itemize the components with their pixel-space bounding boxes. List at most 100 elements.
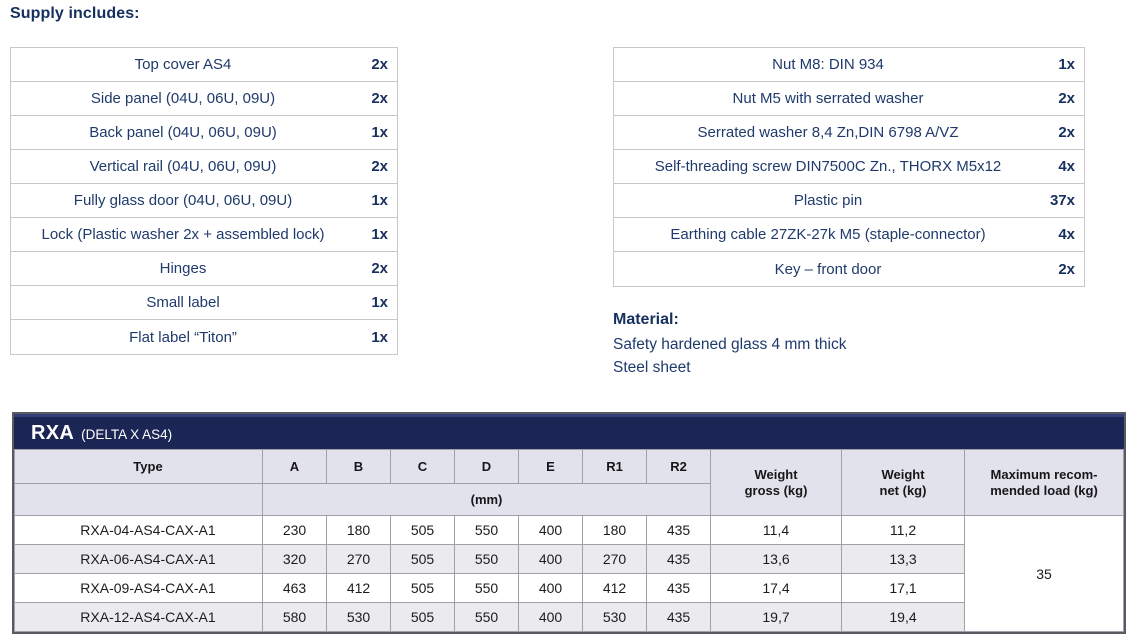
- supply-item-qty: 1x: [371, 226, 388, 243]
- supply-row: Hinges 2x: [11, 252, 397, 286]
- spec-title: RXA: [31, 421, 75, 444]
- supply-row: Serrated washer 8,4 Zn,DIN 6798 A/VZ 2x: [614, 116, 1084, 150]
- supply-row: Earthing cable 27ZK-27k M5 (staple-conne…: [614, 218, 1084, 252]
- spec-dim-cell: 400: [518, 573, 583, 603]
- supply-item-name: Flat label “Titon”: [129, 328, 237, 346]
- col-header-max-load: Maximum recom- mended load (kg): [964, 449, 1124, 516]
- supply-item-qty: 2x: [371, 90, 388, 107]
- supply-item-qty: 1x: [371, 328, 388, 346]
- spec-dim-cell: 550: [454, 573, 519, 603]
- col-header-b: B: [326, 449, 391, 484]
- spec-table-row: RXA-06-AS4-CAX-A1 320 270 505 550 400 270 435 13…: [14, 544, 1124, 574]
- supply-item-name: Nut M5 with serrated washer: [732, 90, 924, 107]
- spec-dim-cell: 463: [262, 573, 327, 603]
- spec-title-bar: RXA (DELTA X AS4): [14, 414, 1124, 449]
- spec-dim-cell: 270: [326, 544, 391, 574]
- spec-weight-gross-cell: 19,7: [710, 602, 842, 632]
- spec-table: Type A B C D E R1 R2 Weight gross (kg) W…: [14, 449, 1124, 632]
- spec-dim-cell: 320: [262, 544, 327, 574]
- col-header-type: Type: [14, 449, 263, 484]
- supply-row: Nut M8: DIN 934 1x: [614, 48, 1084, 82]
- spec-type-cell: RXA-04-AS4-CAX-A1: [14, 515, 263, 545]
- spec-dim-cell: 412: [326, 573, 391, 603]
- unit-row-empty-cell: [14, 483, 263, 516]
- col-header-weight-net: Weight net (kg): [841, 449, 965, 516]
- supply-item-qty: 1x: [1058, 56, 1075, 73]
- supply-item-qty: 1x: [371, 294, 388, 311]
- material-line: Steel sheet: [613, 359, 691, 376]
- col-header-a: A: [262, 449, 327, 484]
- supply-item-name: Vertical rail (04U, 06U, 09U): [89, 158, 277, 175]
- supply-item-qty: 1x: [371, 124, 388, 141]
- spec-dim-cell: 400: [518, 544, 583, 574]
- spec-dim-cell: 505: [390, 515, 455, 545]
- spec-subtitle: (DELTA X AS4): [81, 426, 173, 442]
- supply-item-qty: 4x: [1058, 158, 1075, 175]
- unit-label: (mm): [262, 483, 711, 516]
- spec-weight-gross-cell: 13,6: [710, 544, 842, 574]
- spec-dim-cell: 435: [646, 544, 711, 574]
- spec-dim-cell: 505: [390, 544, 455, 574]
- supply-row: Self-threading screw DIN7500C Zn., THORX…: [614, 150, 1084, 184]
- spec-weight-gross-cell: 17,4: [710, 573, 842, 603]
- supply-row: Back panel (04U, 06U, 09U) 1x: [11, 116, 397, 150]
- supply-item-name: Back panel (04U, 06U, 09U): [89, 124, 277, 141]
- supply-item-name: Earthing cable 27ZK-27k M5 (staple-conne…: [670, 226, 986, 243]
- spec-table-row: RXA-04-AS4-CAX-A1 230 180 505 550 400 180 435 11…: [14, 515, 1124, 632]
- spec-dim-cell: 400: [518, 515, 583, 545]
- spec-dim-cell: 530: [326, 602, 391, 632]
- supply-item-qty: 1x: [371, 192, 388, 209]
- spec-weight-net-cell: 19,4: [841, 602, 965, 632]
- spec-dim-cell: 435: [646, 515, 711, 545]
- spec-dim-cell: 435: [646, 573, 711, 603]
- spec-dim-cell: 270: [582, 544, 647, 574]
- spec-dim-cell: 180: [326, 515, 391, 545]
- spec-dim-cell: 550: [454, 515, 519, 545]
- supply-row: Nut M5 with serrated washer 2x: [614, 82, 1084, 116]
- supply-item-qty: 2x: [1058, 90, 1075, 107]
- spec-dim-cell: 505: [390, 573, 455, 603]
- col-header-e: E: [518, 449, 583, 484]
- supply-item-name: Nut M8: DIN 934: [772, 56, 884, 73]
- supply-row: Plastic pin 37x: [614, 184, 1084, 218]
- supply-item-qty: 2x: [1058, 124, 1075, 141]
- supply-item-name: Small label: [146, 294, 220, 311]
- supply-table-right: Nut M8: DIN 934 1x Nut M5 with serrated wa…: [613, 47, 1085, 287]
- spec-dim-cell: 400: [518, 602, 583, 632]
- supply-item-qty: 2x: [371, 158, 388, 175]
- material-heading: Material:: [613, 311, 679, 328]
- spec-dim-cell: 530: [582, 602, 647, 632]
- spec-table-container: RXA (DELTA X AS4) Type A B C D E R1 R2: [12, 412, 1126, 634]
- spec-type-cell: RXA-06-AS4-CAX-A1: [14, 544, 263, 574]
- supply-row: Key – front door 2x: [614, 252, 1084, 286]
- spec-dim-cell: 550: [454, 544, 519, 574]
- supply-item-qty: 37x: [1049, 192, 1075, 209]
- spec-weight-net-cell: 11,2: [841, 515, 965, 545]
- supply-item-qty: 2x: [1058, 260, 1075, 278]
- spec-dim-cell: 505: [390, 602, 455, 632]
- spec-weight-net-cell: 17,1: [841, 573, 965, 603]
- material-lines: Safety hardened glass 4 mm thick Steel sh…: [613, 333, 846, 379]
- supply-item-name: Fully glass door (04U, 06U, 09U): [73, 192, 293, 209]
- supply-item-name: Hinges: [159, 260, 207, 277]
- supply-row: Fully glass door (04U, 06U, 09U) 1x: [11, 184, 397, 218]
- supply-row: Top cover AS4 2x: [11, 48, 397, 82]
- supply-item-qty: 2x: [371, 260, 388, 277]
- material-section: Material: Safety hardened glass 4 mm thi…: [613, 311, 846, 379]
- supply-row: Small label 1x: [11, 286, 397, 320]
- supply-row: Flat label “Titon” 1x: [11, 320, 397, 354]
- col-header-r2: R2: [646, 449, 711, 484]
- supply-item-name: Serrated washer 8,4 Zn,DIN 6798 A/VZ: [697, 124, 959, 141]
- spec-type-cell: RXA-12-AS4-CAX-A1: [14, 602, 263, 632]
- supply-row: Vertical rail (04U, 06U, 09U) 2x: [11, 150, 397, 184]
- supply-item-name: Self-threading screw DIN7500C Zn., THORX…: [654, 158, 1002, 175]
- spec-weight-gross-cell: 11,4: [710, 515, 842, 545]
- spec-dim-cell: 550: [454, 602, 519, 632]
- spec-table-row: RXA-12-AS4-CAX-A1 580 530 505 550 400 530 435 19…: [14, 602, 1124, 632]
- material-line: Safety hardened glass 4 mm thick: [613, 336, 847, 353]
- supply-item-name: Top cover AS4: [134, 56, 232, 73]
- spec-max-load-cell: 35: [964, 515, 1124, 632]
- spec-weight-net-cell: 13,3: [841, 544, 965, 574]
- col-header-weight-gross: Weight gross (kg): [710, 449, 842, 516]
